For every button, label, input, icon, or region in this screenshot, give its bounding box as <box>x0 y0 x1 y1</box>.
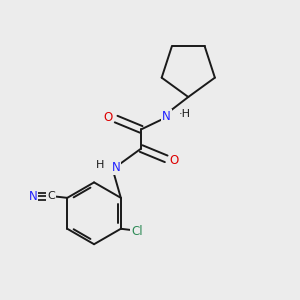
Text: N: N <box>162 110 171 123</box>
Text: O: O <box>170 154 179 167</box>
Text: O: O <box>103 111 112 124</box>
Text: N: N <box>28 190 37 203</box>
Text: N: N <box>112 161 121 174</box>
Text: C: C <box>47 191 55 201</box>
Text: Cl: Cl <box>131 225 143 238</box>
Text: ·H: ·H <box>178 109 190 119</box>
Text: H: H <box>95 160 104 170</box>
